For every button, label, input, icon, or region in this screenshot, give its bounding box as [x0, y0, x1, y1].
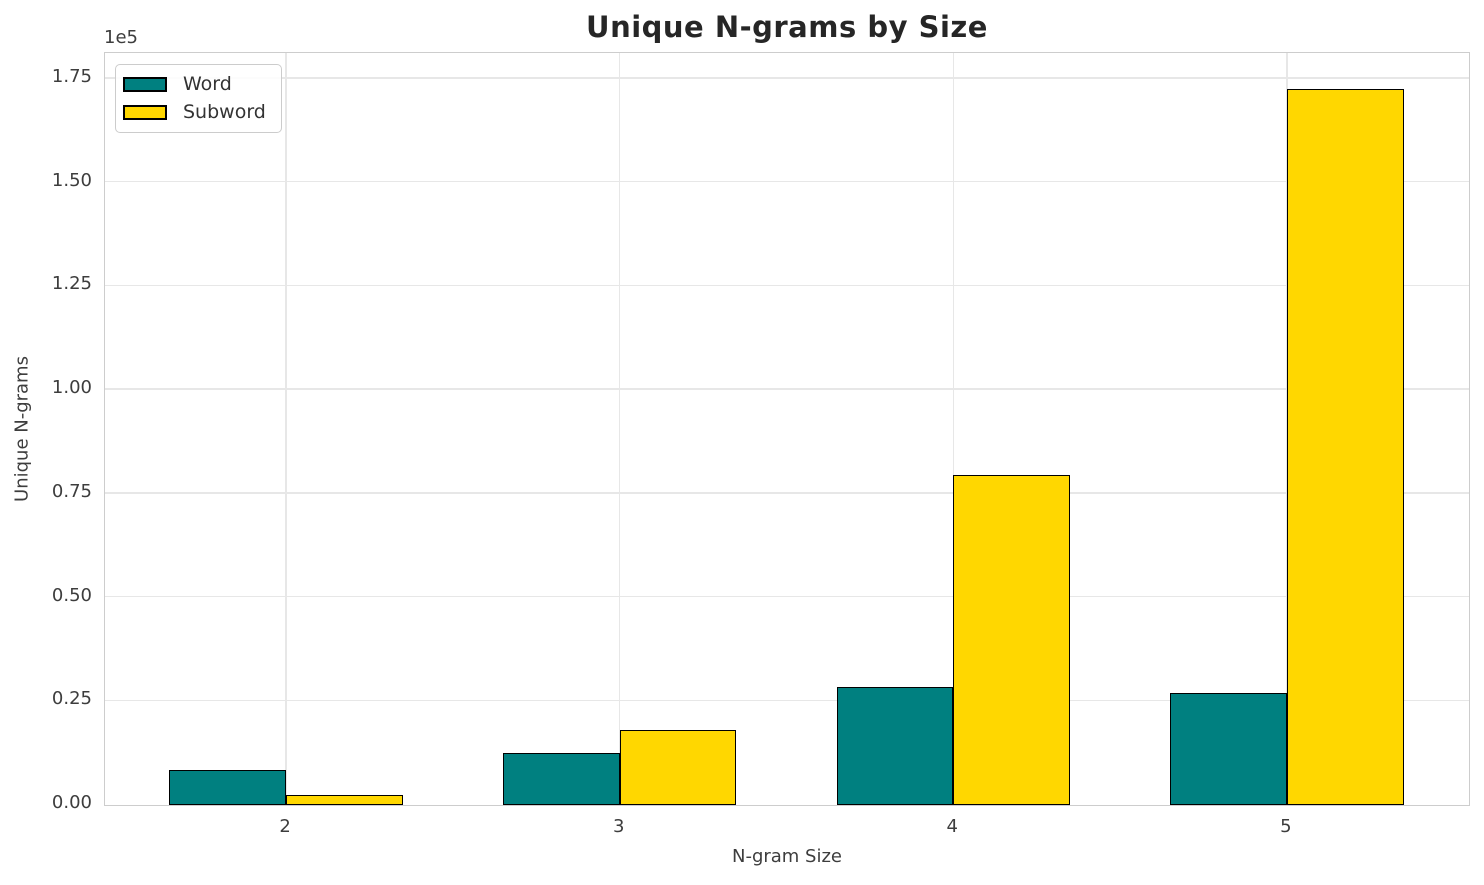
x-tick-label: 4 [946, 816, 958, 837]
plot-area: Word Subword [104, 52, 1470, 806]
y-tick-label: 1.50 [51, 169, 92, 191]
bars-layer [105, 53, 1469, 805]
bar-subword-3 [619, 730, 737, 805]
y-gridline [105, 388, 1469, 390]
x-tick-label: 3 [612, 816, 625, 837]
bar-subword-4 [953, 475, 1071, 805]
chart-title: Unique N-grams by Size [586, 10, 988, 44]
y-gridline [105, 180, 1469, 183]
bar-subword-2 [286, 794, 403, 805]
y-gridline [105, 284, 1469, 287]
legend: Word Subword [115, 64, 282, 133]
x-axis-label: N-gram Size [731, 846, 843, 867]
legend-item-subword: Subword [123, 100, 267, 123]
legend-swatch-word [123, 76, 167, 92]
y-tick-label: 0.25 [51, 688, 92, 710]
y-axis-offset-label: 1e5 [104, 27, 138, 48]
x-tick-label: 2 [279, 816, 291, 837]
legend-label-subword: Subword [183, 100, 266, 123]
bar-word-2 [169, 769, 287, 805]
y-gridline [105, 492, 1469, 494]
x-gridline [285, 53, 287, 805]
y-gridline [105, 595, 1469, 598]
bar-subword-5 [1286, 89, 1404, 805]
y-gridline [105, 77, 1469, 79]
y-tick-label: 0.00 [51, 792, 92, 813]
x-gridline [952, 53, 955, 805]
y-tick-label: 0.50 [51, 584, 92, 606]
y-tick-label: 1.00 [51, 377, 92, 399]
x-tick-label: 5 [1280, 816, 1292, 837]
y-tick-label: 0.75 [51, 480, 92, 502]
y-tick-label: 1.25 [51, 273, 92, 295]
bar-word-5 [1170, 692, 1287, 805]
bar-word-3 [502, 753, 620, 805]
x-gridline [618, 53, 621, 805]
legend-label-word: Word [183, 73, 232, 95]
legend-swatch-subword [123, 104, 167, 120]
legend-item-word: Word [123, 74, 267, 95]
y-gridline [105, 699, 1469, 702]
bar-word-4 [836, 686, 954, 805]
y-tick-label: 1.75 [51, 65, 92, 87]
